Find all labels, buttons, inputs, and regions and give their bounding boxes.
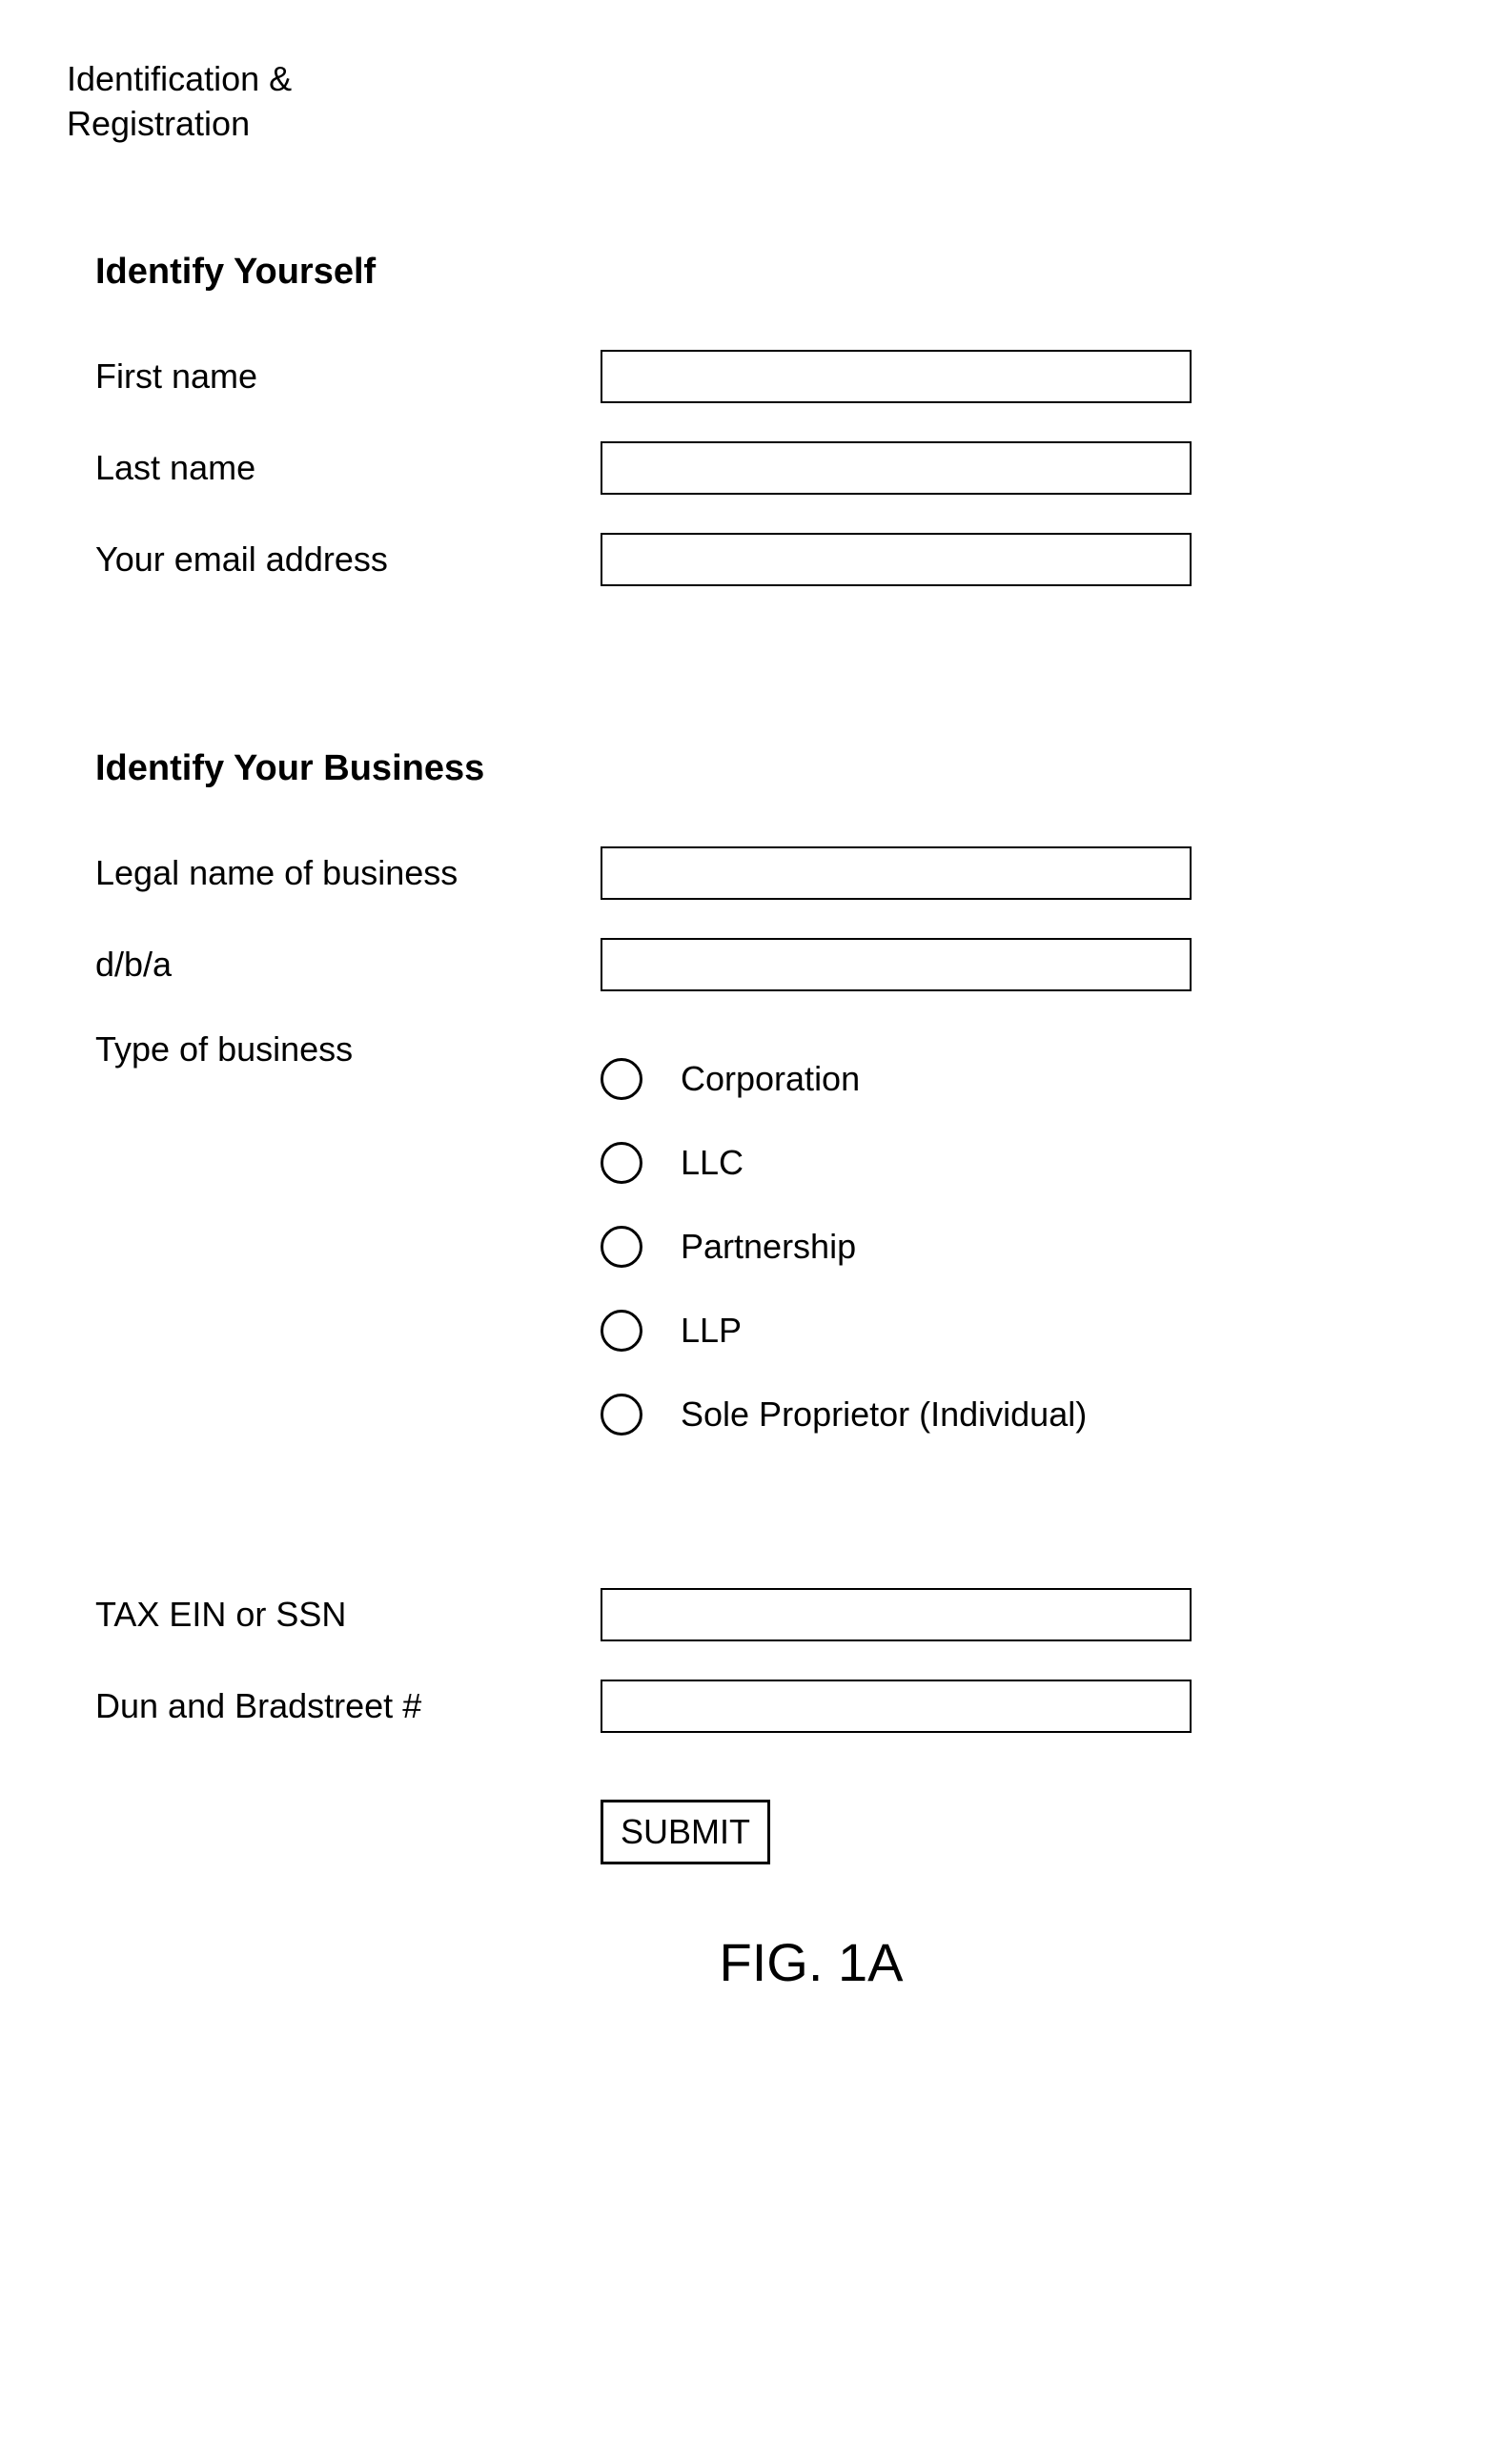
submit-button[interactable]: SUBMIT	[601, 1800, 770, 1864]
input-dba[interactable]	[601, 938, 1192, 991]
label-dba: d/b/a	[95, 945, 601, 985]
page-header: Identification & Registration	[67, 57, 1441, 147]
input-last-name[interactable]	[601, 441, 1192, 495]
radio-label-llc: LLC	[681, 1143, 744, 1183]
radio-llp[interactable]	[601, 1310, 642, 1352]
input-dun-bradstreet[interactable]	[601, 1680, 1192, 1733]
submit-container: SUBMIT	[601, 1800, 1441, 1864]
form-row-first-name: First name	[95, 350, 1441, 403]
section-heading-identify-yourself: Identify Yourself	[95, 252, 1441, 293]
input-legal-name[interactable]	[601, 846, 1192, 900]
label-type-of-business: Type of business	[95, 1029, 601, 1069]
label-last-name: Last name	[95, 448, 601, 488]
radio-corporation[interactable]	[601, 1058, 642, 1100]
radio-option-partnership: Partnership	[601, 1226, 1087, 1268]
form-row-email: Your email address	[95, 533, 1441, 586]
label-tax-ein-ssn: TAX EIN or SSN	[95, 1595, 601, 1635]
radio-group-type-of-business: Corporation LLC Partnership LLP Sole Pro…	[601, 1029, 1087, 1436]
input-tax-ein-ssn[interactable]	[601, 1588, 1192, 1641]
radio-label-llp: LLP	[681, 1311, 742, 1351]
figure-caption: FIG. 1A	[181, 1931, 1441, 1993]
radio-sole-proprietor[interactable]	[601, 1394, 642, 1436]
form-row-tax-ein-ssn: TAX EIN or SSN	[95, 1588, 1441, 1641]
label-legal-name: Legal name of business	[95, 853, 601, 893]
radio-llc[interactable]	[601, 1142, 642, 1184]
section-heading-identify-business: Identify Your Business	[95, 748, 1441, 789]
header-line-1: Identification &	[67, 57, 1441, 102]
radio-label-partnership: Partnership	[681, 1227, 856, 1267]
form-row-dba: d/b/a	[95, 938, 1441, 991]
radio-option-llp: LLP	[601, 1310, 1087, 1352]
radio-option-corporation: Corporation	[601, 1058, 1087, 1100]
radio-label-corporation: Corporation	[681, 1059, 860, 1099]
form-row-dun-bradstreet: Dun and Bradstreet #	[95, 1680, 1441, 1733]
form-row-type-of-business: Type of business Corporation LLC Partner…	[95, 1029, 1441, 1436]
header-line-2: Registration	[67, 102, 1441, 147]
label-first-name: First name	[95, 356, 601, 397]
input-email[interactable]	[601, 533, 1192, 586]
radio-label-sole-proprietor: Sole Proprietor (Individual)	[681, 1395, 1087, 1435]
label-email: Your email address	[95, 540, 601, 580]
form-row-last-name: Last name	[95, 441, 1441, 495]
label-dun-bradstreet: Dun and Bradstreet #	[95, 1686, 601, 1726]
radio-option-llc: LLC	[601, 1142, 1087, 1184]
input-first-name[interactable]	[601, 350, 1192, 403]
form-row-legal-name: Legal name of business	[95, 846, 1441, 900]
radio-option-sole-proprietor: Sole Proprietor (Individual)	[601, 1394, 1087, 1436]
radio-partnership[interactable]	[601, 1226, 642, 1268]
